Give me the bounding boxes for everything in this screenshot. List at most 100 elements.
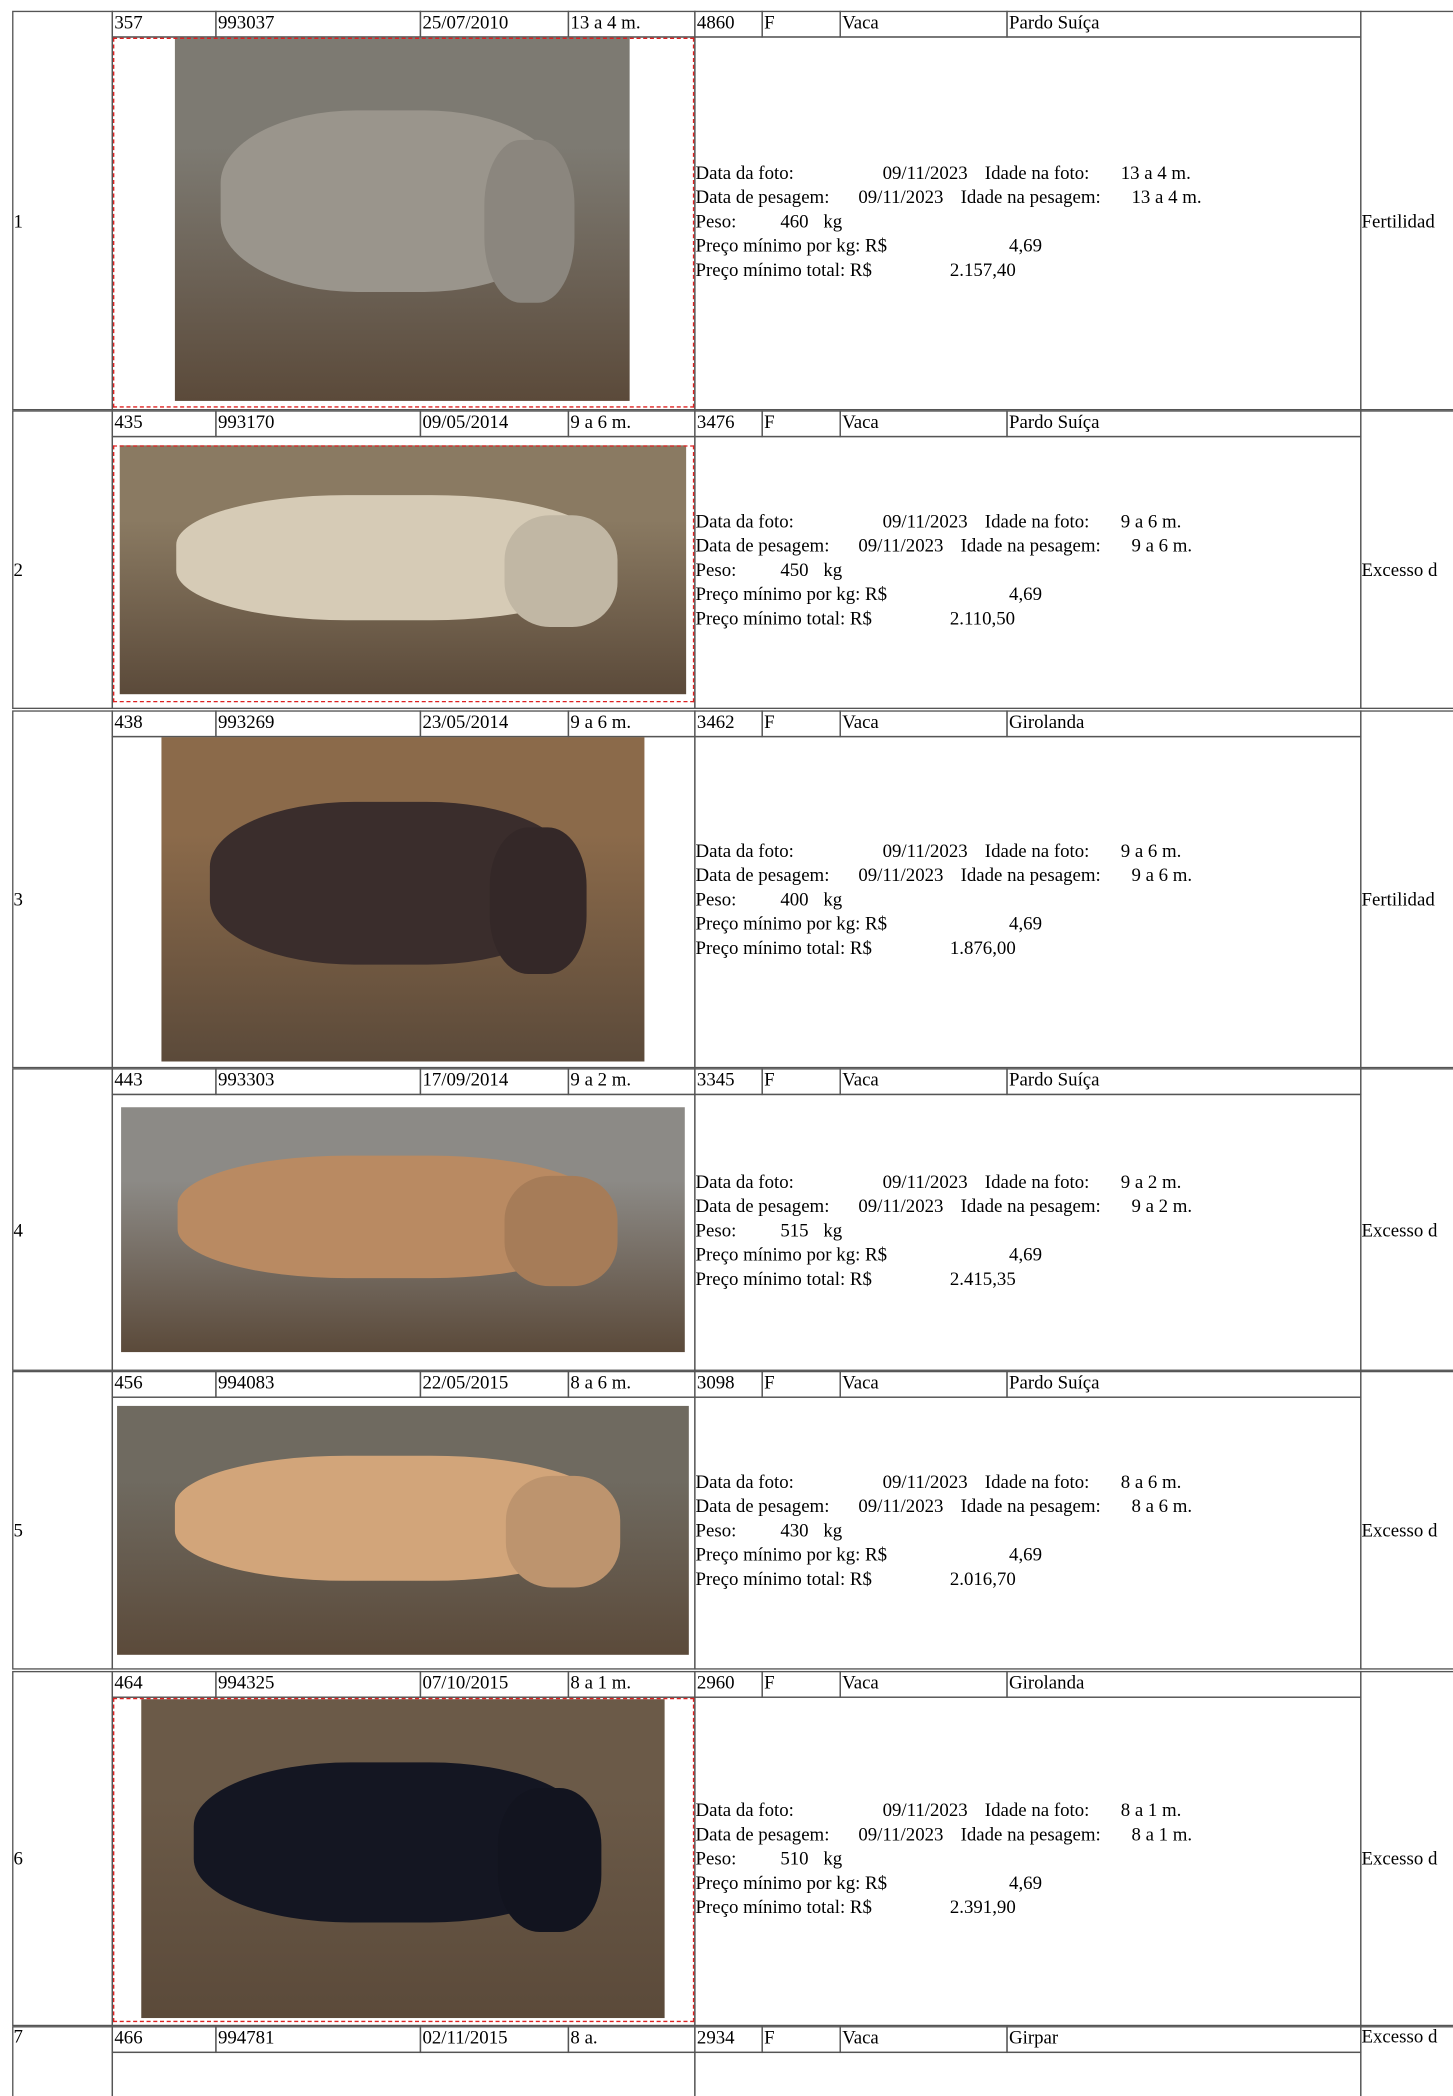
detail-text: 1.876,00 (949, 939, 1016, 960)
detail-text: kg (823, 211, 843, 233)
header-cell: Pardo Suíça (1006, 1068, 1362, 1096)
header-cell: 435 (111, 410, 217, 438)
detail-text: Peso: (695, 211, 737, 233)
detail-text: 09/11/2023 (882, 1172, 968, 1193)
detail-text: Data da foto: (695, 842, 794, 863)
header-cell: 17/09/2014 (419, 1068, 570, 1096)
header-cell: F (761, 1370, 841, 1398)
header-cell: Girpar (1006, 2026, 1362, 2054)
detail-text: 2.016,70 (949, 1570, 1016, 1591)
reason: Excesso d (1361, 1220, 1438, 1242)
header-cell: 993170 (215, 410, 422, 438)
header-cell: 464 (111, 1670, 217, 1698)
photo-frame (113, 445, 695, 703)
detail-text: 09/11/2023 (858, 1196, 944, 1217)
detail-text: Preço mínimo total: R$ (695, 260, 872, 281)
detail-text: 510 (780, 1849, 809, 1871)
photo-frame (113, 1697, 695, 2023)
index-cell (12, 10, 114, 411)
details-cell (694, 1093, 1362, 1371)
detail-text: Preço mínimo total: R$ (695, 1570, 872, 1591)
header-cell: Pardo Suíça (1006, 410, 1362, 438)
detail-text: 09/11/2023 (858, 1825, 944, 1846)
detail-text: Idade na pesagem: (960, 536, 1101, 557)
detail-text: 515 (780, 1220, 809, 1242)
detail-text: 13 a 4 m. (1131, 187, 1202, 208)
cow-head (497, 1788, 602, 1932)
header-cell: 438 (111, 710, 217, 738)
detail-text: 2.110,50 (949, 609, 1016, 630)
index-cell (12, 1370, 114, 1670)
detail-text: 2.415,35 (949, 1269, 1016, 1290)
detail-text: 9 a 2 m. (1120, 1172, 1182, 1193)
header-cell: 443 (111, 1068, 217, 1096)
detail-text: 9 a 6 m. (1131, 536, 1193, 557)
reason: Excesso d (1361, 561, 1438, 582)
detail-text: 4,69 (1009, 914, 1042, 936)
header-cell: 466 (111, 2026, 217, 2054)
detail-text: Idade na foto: (984, 1801, 1090, 1822)
cow-photo (161, 737, 645, 1062)
detail-text: Preço mínimo por kg: R$ (695, 1874, 888, 1895)
detail-text: 09/11/2023 (882, 1473, 968, 1494)
detail-text: Idade na foto: (984, 1473, 1090, 1494)
header-cell: Girolanda (1006, 710, 1362, 738)
detail-text: Idade na pesagem: (960, 1825, 1101, 1846)
details-cell (694, 36, 1362, 411)
header-cell: Vaca (839, 2026, 1008, 2054)
detail-text: 430 (780, 1521, 809, 1542)
header-cell: F (761, 10, 841, 38)
header-cell: F (761, 1068, 841, 1096)
detail-text: Idade na foto: (984, 842, 1090, 863)
header-cell: 993303 (215, 1068, 422, 1096)
detail-text: 9 a 6 m. (1131, 866, 1193, 887)
detail-text: 8 a 1 m. (1131, 1825, 1193, 1846)
detail-text: Idade na pesagem: (960, 187, 1101, 208)
detail-text: Idade na foto: (984, 512, 1090, 533)
index-cell (12, 1670, 114, 2027)
cow-photo (141, 1699, 665, 2019)
header-cell: Pardo Suíça (1006, 10, 1362, 38)
detail-text: Data de pesagem: (695, 1825, 830, 1846)
header-cell: 8 a. (567, 2026, 696, 2054)
header-cell: 25/07/2010 (419, 10, 570, 38)
detail-text: kg (823, 890, 843, 911)
details-cell (694, 435, 1362, 710)
reason: Excesso d (1361, 1849, 1438, 1871)
detail-text: Data da foto: (695, 1801, 794, 1822)
header-cell: 4860 (694, 10, 763, 38)
detail-text: 4,69 (1009, 585, 1042, 606)
detail-text: Data da foto: (695, 163, 794, 184)
header-cell: 09/05/2014 (419, 410, 570, 438)
index-cell (12, 410, 114, 710)
detail-text: kg (823, 1220, 843, 1242)
details-cell (694, 735, 1362, 1069)
cow-photo (119, 445, 687, 695)
header-cell: Pardo Suíça (1006, 1370, 1362, 1398)
index-cell (12, 1068, 114, 1371)
header-cell: 22/05/2015 (419, 1370, 570, 1398)
detail-text: Data da foto: (695, 512, 794, 533)
detail-text: 2.391,90 (949, 1898, 1016, 1919)
detail-text: Preço mínimo por kg: R$ (695, 236, 888, 257)
detail-text: Preço mínimo por kg: R$ (695, 1545, 888, 1567)
detail-text: Data da foto: (695, 1172, 794, 1193)
detail-text: Data de pesagem: (695, 866, 830, 887)
detail-text: 09/11/2023 (858, 187, 944, 208)
header-cell: F (761, 410, 841, 438)
detail-text: Preço mínimo por kg: R$ (695, 914, 888, 936)
header-cell: 02/11/2015 (419, 2026, 570, 2054)
detail-text: 450 (780, 561, 809, 582)
header-cell: 994325 (215, 1670, 422, 1698)
detail-text: kg (823, 561, 843, 582)
header-cell: 993269 (215, 710, 422, 738)
detail-text: kg (823, 1849, 843, 1871)
header-cell: 9 a 6 m. (567, 410, 696, 438)
header-cell: 9 a 2 m. (567, 1068, 696, 1096)
index-cell (12, 2026, 114, 2096)
header-cell: F (761, 710, 841, 738)
detail-text: Peso: (695, 890, 737, 911)
header-cell: 07/10/2015 (419, 1670, 570, 1698)
row-index: 1 (13, 211, 23, 233)
header-cell: 2960 (694, 1670, 763, 1698)
